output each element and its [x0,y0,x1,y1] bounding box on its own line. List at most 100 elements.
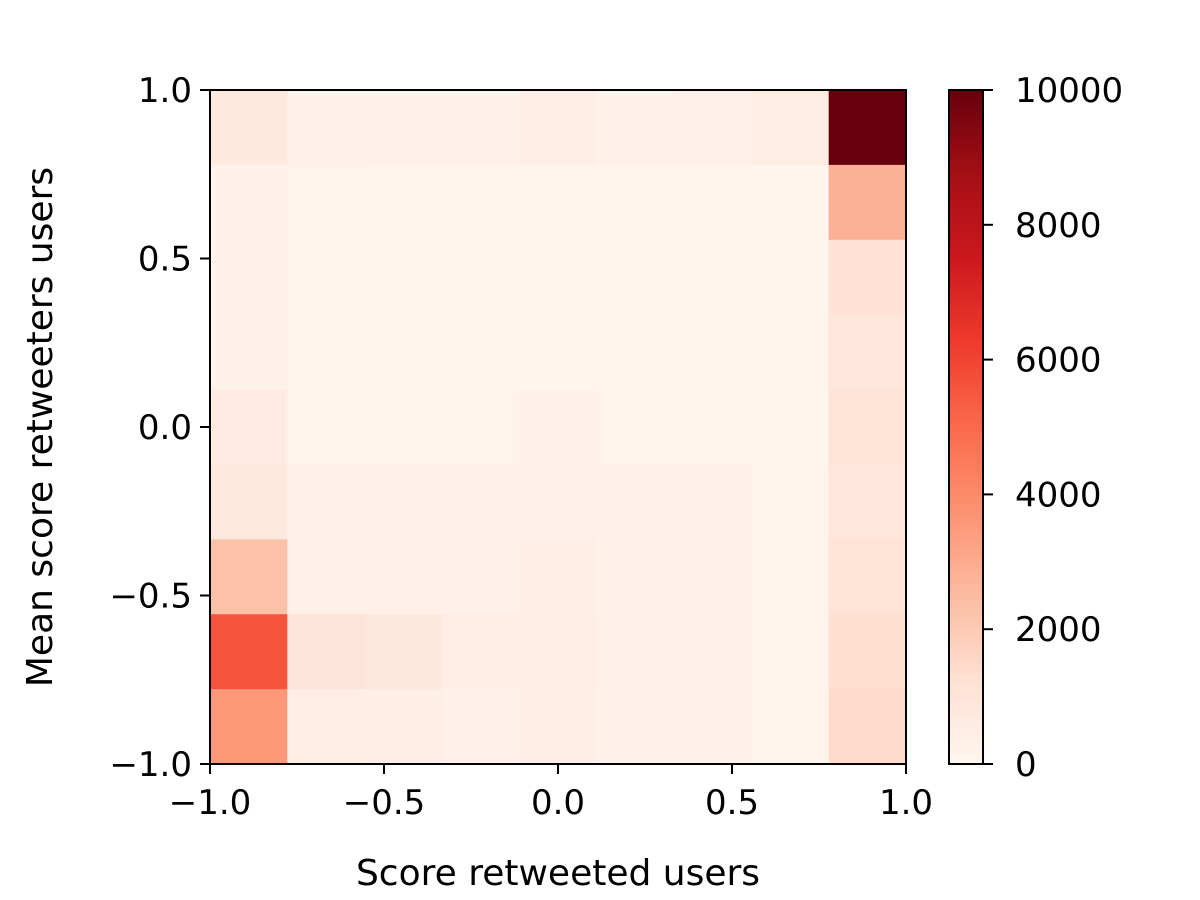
heatmap-cell [751,164,830,241]
colorbar-tick-label: 6000 [1015,341,1102,381]
heatmap-cell [210,689,288,765]
heatmap-cell [287,539,366,615]
heatmap-cell [751,90,830,166]
heatmap-cell [442,689,520,765]
heatmap-cell [364,90,443,166]
heatmap-cell [828,164,907,241]
heatmap-cell [828,239,907,316]
heatmap-cell [519,90,598,166]
heatmap-cell [673,239,752,316]
colorbar-tick-label: 2000 [1015,610,1102,650]
heatmap-cell [673,164,752,241]
heatmap-cell [210,314,288,391]
heatmap-cell [751,539,830,615]
heatmap-cell [364,689,443,765]
y-tick-label: 0.5 [138,240,192,280]
heatmap-cell [287,90,366,166]
heatmap-cell [364,314,443,391]
heatmap-cell [751,464,830,540]
heatmap-cell [210,614,288,690]
heatmap-cell [210,239,288,316]
heatmap-cell [210,464,288,540]
x-tick-label: −0.5 [343,783,426,823]
heatmap-cell [673,539,752,615]
colorbar-tick-label: 0 [1015,745,1037,785]
heatmap-cell [519,689,598,765]
heatmap-cell [596,539,675,615]
heatmap-cell [442,90,520,166]
heatmap-cell [287,464,366,540]
heatmap-cell [596,464,675,540]
heatmap-cell [287,614,366,690]
heatmap-cell [210,164,288,241]
heatmap-cell [519,464,598,540]
heatmap-cell [673,614,752,690]
heatmap-cell [364,539,443,615]
heatmap-cell [596,164,675,241]
heatmap-cell [364,164,443,241]
heatmap-cell [828,464,907,540]
heatmap-cell [210,389,288,466]
colorbar [949,90,983,764]
heatmap-cell [442,614,520,690]
heatmap-cell [287,239,366,316]
heatmap-cell [596,314,675,391]
heatmap-cell [828,90,907,166]
heatmap-cell [828,614,907,690]
heatmap-cell [828,539,907,615]
heatmap-cell [673,464,752,540]
colorbar-tick-label: 4000 [1015,475,1102,515]
heatmap-cell [287,689,366,765]
heatmap-cell [596,389,675,466]
heatmap-cells [210,90,907,765]
heatmap-cell [210,90,288,166]
y-tick-label: 0.0 [138,408,192,448]
colorbar-tick-label: 10000 [1015,71,1123,111]
heatmap-cell [673,689,752,765]
heatmap-cell [519,389,598,466]
heatmap-cell [751,314,830,391]
heatmap-cell [442,164,520,241]
heatmap-cell [287,164,366,241]
x-tick-label: 1.0 [879,783,933,823]
heatmap-cell [519,239,598,316]
y-tick-label: 1.0 [138,71,192,111]
y-tick-label: −0.5 [109,577,192,617]
x-tick-label: 0.0 [531,783,585,823]
heatmap-cell [751,239,830,316]
heatmap-cell [596,90,675,166]
x-tick-label: 0.5 [705,783,759,823]
heatmap-cell [596,689,675,765]
x-axis-label: Score retweeted users [356,853,760,894]
heatmap-cell [751,689,830,765]
heatmap-cell [442,539,520,615]
heatmap-cell [442,389,520,466]
x-tick-label: −1.0 [169,783,252,823]
heatmap-cell [828,689,907,765]
colorbar-tick-label: 8000 [1015,206,1102,246]
heatmap-cell [364,389,443,466]
y-tick-label: −1.0 [109,745,192,785]
heatmap-cell [287,389,366,466]
colorbar-ticks: 0 2000 4000 6000 8000 10000 [983,71,1123,785]
heatmap-cell [596,614,675,690]
heatmap-cell [442,314,520,391]
heatmap-cell [673,90,752,166]
heatmap-cell [210,539,288,615]
colorbar-frame [948,89,984,765]
heatmap-cell [596,239,675,316]
y-axis-ticks: −1.0 −0.5 0.0 0.5 1.0 [109,71,210,785]
heatmap-cell [828,389,907,466]
heatmap-cell [364,464,443,540]
heatmap-cell [751,614,830,690]
heatmap-cell [442,239,520,316]
heatmap-cell [828,314,907,391]
heatmap-cell [519,539,598,615]
heatmap-cell [287,314,366,391]
heatmap-cell [519,164,598,241]
y-axis-label: Mean score retweeters users [20,167,61,687]
heatmap-cell [519,314,598,391]
heatmap-cell [751,389,830,466]
